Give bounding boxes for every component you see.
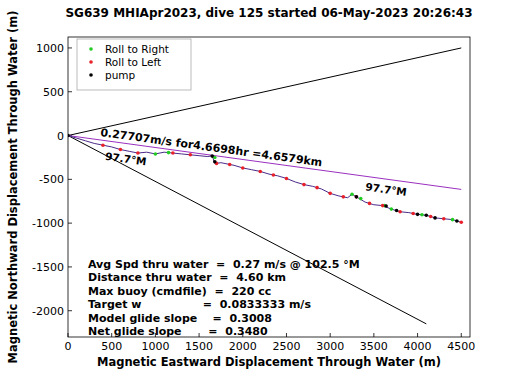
- x-tick-label: 2000: [229, 340, 257, 353]
- marker: [425, 213, 429, 217]
- marker: [429, 215, 433, 219]
- legend-marker: [89, 47, 93, 51]
- stats-text: Distance thru water = 4.60 km: [88, 271, 286, 284]
- x-tick-label: 1500: [185, 340, 213, 353]
- marker: [416, 213, 420, 217]
- marker: [395, 209, 399, 213]
- legend-label: Roll to Right: [105, 43, 169, 55]
- marker: [228, 163, 232, 167]
- y-tick-label: -1000: [32, 217, 64, 230]
- marker: [241, 166, 245, 170]
- marker: [359, 197, 363, 201]
- marker: [315, 186, 319, 190]
- marker: [210, 154, 214, 158]
- stats-text: Target w = 0.0833333 m/s: [88, 298, 311, 311]
- line: [68, 136, 426, 324]
- stats-text: Model glide slope = 0.3008: [88, 312, 272, 325]
- y-tick-label: -2000: [32, 305, 64, 318]
- marker: [420, 213, 424, 217]
- marker: [459, 220, 463, 224]
- marker: [101, 143, 105, 147]
- y-tick: [68, 266, 72, 267]
- background: [0, 0, 520, 390]
- annotation: 0.27707m/s for4.6698hr =4.6579km: [100, 126, 323, 169]
- line: [68, 136, 461, 190]
- x-tick: [286, 333, 287, 337]
- annotation: 97.7°M: [365, 180, 408, 198]
- marker: [411, 212, 415, 216]
- marker: [390, 207, 394, 211]
- x-tick: [330, 333, 331, 337]
- x-tick-label: 4000: [404, 340, 432, 353]
- y-tick: [68, 179, 72, 180]
- stats-text: Net glide slope = 0.3480: [88, 325, 268, 338]
- marker: [167, 151, 171, 155]
- marker: [213, 160, 217, 164]
- y-tick-label: -1500: [32, 261, 64, 274]
- annotation: 97.7°M: [104, 150, 147, 168]
- marker: [258, 170, 262, 174]
- legend-box: [77, 39, 191, 90]
- y-tick: [68, 47, 72, 48]
- x-tick-label: 4500: [447, 340, 475, 353]
- legend-label: pump: [105, 69, 136, 81]
- x-tick-label: 3500: [360, 340, 388, 353]
- x-tick-label: 0: [65, 340, 72, 353]
- x-axis-label: Magnetic Eastward Displacement Through W…: [97, 355, 441, 369]
- marker: [189, 153, 193, 157]
- line: [68, 48, 461, 136]
- marker: [272, 173, 276, 177]
- marker: [451, 218, 455, 222]
- x-tick-label: 500: [101, 340, 122, 353]
- y-tick: [68, 91, 72, 92]
- marker: [381, 204, 385, 208]
- y-axis-label: Magnetic Northward Displacement Through …: [6, 11, 20, 364]
- y-tick: [68, 310, 72, 311]
- legend-label: Roll to Left: [105, 56, 161, 68]
- title: SG639 MHIApr2023, dive 125 started 06-Ma…: [65, 6, 472, 20]
- x-tick-label: 1000: [141, 340, 169, 353]
- stats-text: Avg Spd thru water = 0.27 m/s @ 102.5 °M: [88, 258, 360, 271]
- marker: [171, 151, 175, 155]
- marker: [455, 219, 459, 223]
- marker: [368, 202, 372, 206]
- chart: SG639 MHIApr2023, dive 125 started 06-Ma…: [0, 0, 520, 390]
- marker: [341, 195, 345, 199]
- marker: [350, 192, 354, 196]
- marker: [384, 204, 388, 208]
- marker: [285, 177, 289, 181]
- marker: [302, 183, 306, 187]
- marker: [355, 195, 359, 199]
- marker: [154, 152, 158, 156]
- plot-frame: [68, 37, 470, 337]
- legend: Roll to RightRoll to Leftpump: [77, 39, 191, 90]
- marker: [398, 210, 402, 214]
- stats-text: Max buoy (cmdfile) = 220 cc: [88, 285, 271, 298]
- y-tick-label: 500: [43, 86, 64, 99]
- y-tick-label: 0: [57, 130, 64, 143]
- x-tick: [417, 333, 418, 337]
- marker: [433, 216, 437, 220]
- y-tick-label: 1000: [36, 42, 64, 55]
- y-tick-label: -500: [39, 173, 64, 186]
- legend-marker: [89, 73, 93, 77]
- legend-marker: [89, 60, 93, 64]
- x-tick: [373, 333, 374, 337]
- x-tick-label: 2500: [272, 340, 300, 353]
- marker: [442, 217, 446, 221]
- x-tick: [461, 333, 462, 337]
- marker: [355, 195, 359, 199]
- x-tick-label: 3000: [316, 340, 344, 353]
- marker: [328, 192, 332, 196]
- y-tick: [68, 223, 72, 224]
